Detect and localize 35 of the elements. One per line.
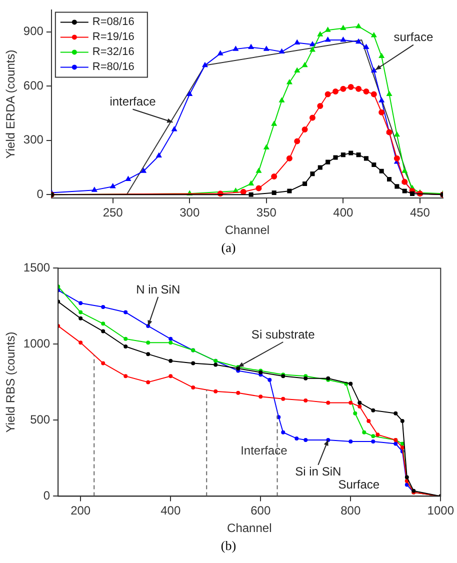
annotation: surface	[394, 30, 434, 44]
x-tick-label: 200	[70, 504, 91, 518]
annotation: N in SiN	[136, 282, 180, 296]
annotation: interface	[110, 94, 156, 109]
x-axis-title: Channel	[227, 521, 272, 536]
legend-label: R=80/16	[92, 61, 134, 74]
x-tick-label: 400	[333, 206, 354, 220]
x-tick-label: 250	[102, 206, 124, 220]
x-axis-title: Channel	[224, 223, 270, 238]
x-tick-label: 400	[160, 504, 181, 518]
y-tick-label: 1500	[23, 260, 50, 275]
text: (a)	[220, 239, 237, 257]
y-tick-label: 900	[23, 24, 44, 38]
x-tick-label: 350	[256, 206, 277, 220]
y-tick-label: 0	[43, 488, 50, 503]
legend-label: R=19/16	[92, 31, 134, 44]
y-tick-label: 0	[36, 186, 44, 201]
text: (b)	[220, 537, 238, 555]
legend-label: R=08/16	[92, 16, 134, 28]
annotation: Surface	[338, 477, 380, 492]
y-tick-label: 300	[23, 132, 44, 147]
y-axis-title: Yield RBS (counts)	[4, 332, 18, 433]
y-tick-label: 600	[23, 78, 44, 92]
annotation: Si in SiN	[295, 464, 342, 478]
x-tick-label: 300	[180, 206, 200, 220]
y-axis-title: Yield ERDA (counts)	[4, 50, 18, 159]
y-tick-label: 500	[30, 412, 50, 427]
x-tick-label: 1000	[427, 504, 454, 518]
y-tick-label: 1000	[23, 336, 50, 351]
legend-label: R=32/16	[92, 46, 134, 58]
ref-line-label: Interface	[240, 444, 288, 458]
x-tick-label: 800	[340, 504, 361, 518]
x-tick-label: 450	[410, 206, 430, 220]
annotation: Si substrate	[251, 327, 316, 342]
x-tick-label: 600	[250, 504, 271, 518]
